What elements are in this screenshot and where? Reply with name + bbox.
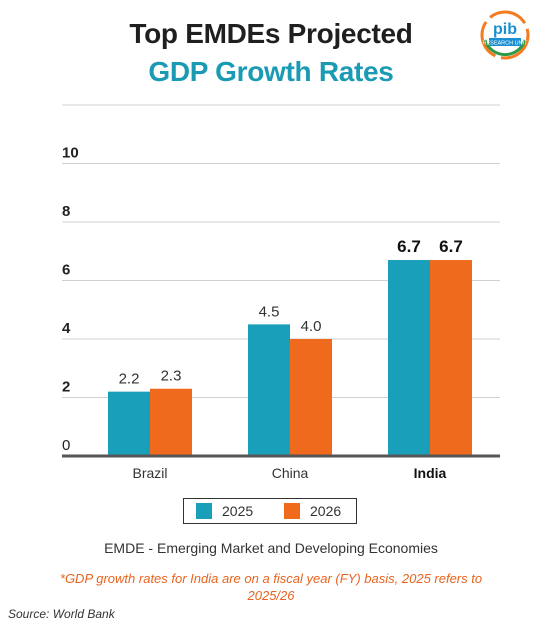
emde-definition-note: EMDE - Emerging Market and Developing Ec… <box>104 540 438 556</box>
chart-legend: 2025 2026 <box>183 498 357 524</box>
data-label: 2.3 <box>161 368 182 385</box>
data-label: 2.2 <box>119 371 140 388</box>
bar-2025-brazil <box>108 391 150 456</box>
legend-item-2025: 2025 <box>196 503 253 519</box>
chart-title-line-2: GDP Growth Rates <box>148 56 394 87</box>
source-text: Source: World Bank <box>8 607 115 621</box>
bar-chart: 0 2 4 6 8 10 2.2 2.3 Brazil 4.5 4.0 China 6.7 6.7 Indi… <box>62 104 500 481</box>
x-tick-label: India <box>414 465 447 481</box>
bar-2026-india <box>430 260 472 456</box>
x-tick-label: China <box>272 465 309 481</box>
y-tick-label: 10 <box>62 145 79 162</box>
svg-text:pib: pib <box>493 21 517 38</box>
data-label: 4.5 <box>259 303 280 320</box>
data-label: 6.7 <box>439 237 463 256</box>
pib-research-unit-logo-icon: pib RESEARCH UNIT <box>480 10 530 60</box>
y-tick-label: 8 <box>62 203 70 220</box>
legend-swatch-2026 <box>284 503 300 519</box>
bar-2026-brazil <box>150 388 192 456</box>
y-tick-label: 6 <box>62 262 70 279</box>
data-label: 4.0 <box>301 318 322 335</box>
y-tick-label: 2 <box>62 379 70 396</box>
bar-2025-china <box>248 324 290 456</box>
y-tick-label: 0 <box>62 437 70 454</box>
legend-item-2026: 2026 <box>284 503 341 519</box>
legend-swatch-2025 <box>196 503 212 519</box>
data-label: 6.7 <box>397 237 421 256</box>
legend-label-2025: 2025 <box>222 503 254 519</box>
chart-title-line-1: Top EMDEs Projected <box>129 18 413 49</box>
y-tick-label: 4 <box>62 320 71 337</box>
x-tick-label: Brazil <box>132 465 167 481</box>
bar-2025-india <box>388 260 430 456</box>
legend-label-2026: 2026 <box>310 503 342 519</box>
svg-text:RESEARCH UNIT: RESEARCH UNIT <box>483 41 529 47</box>
bar-2026-china <box>290 339 332 456</box>
india-fiscal-year-footnote: *GDP growth rates for India are on a fis… <box>59 571 483 603</box>
